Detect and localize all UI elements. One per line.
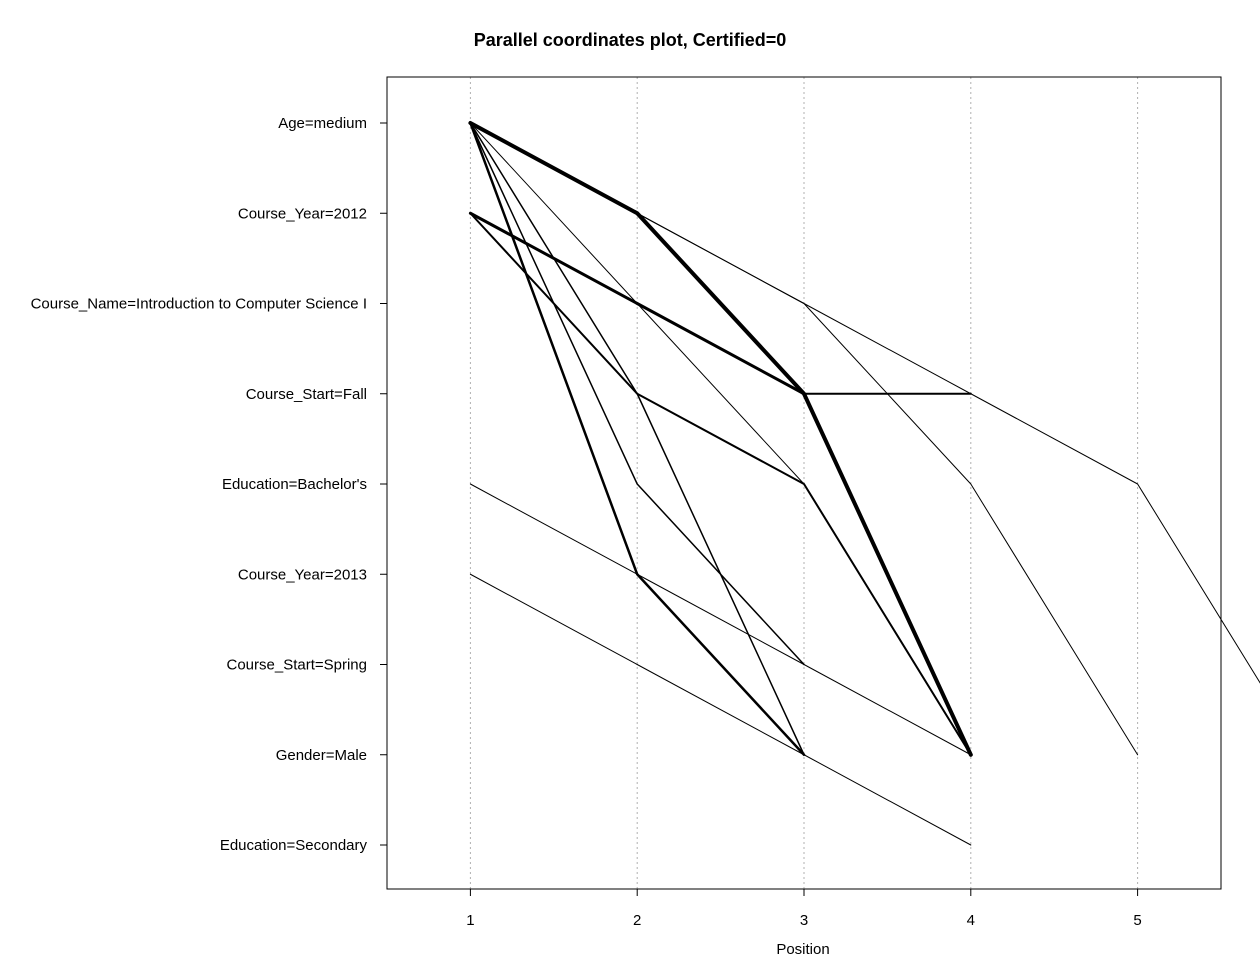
y-tick-label-3: Course_Name=Introduction to Computer Sci… <box>31 296 367 313</box>
rule-line-12 <box>469 573 972 846</box>
x-axis: 1 2 3 4 5 <box>466 889 1142 929</box>
x-tick-label-4: 4 <box>967 912 975 929</box>
y-tick-label-6: Course_Year=2013 <box>238 566 367 583</box>
y-axis: Age=medium Course_Year=2012 Course_Name=In… <box>31 115 387 854</box>
x-axis-label: Position <box>776 941 829 958</box>
x-tick-label-3: 3 <box>800 912 808 929</box>
rule-line-11 <box>469 483 972 756</box>
rule-line-4 <box>469 212 972 756</box>
chart-title: Parallel coordinates plot, Certified=0 <box>474 30 787 50</box>
y-tick-label-5: Education=Bachelor's <box>222 476 367 493</box>
rule-lines <box>468 121 1260 846</box>
y-tick-label-4: Course_Start=Fall <box>246 386 367 403</box>
x-tick-label-1: 1 <box>466 912 474 929</box>
y-tick-label-2: Course_Year=2012 <box>238 205 367 222</box>
rule-line-10 <box>469 122 1260 684</box>
y-tick-label-7: Course_Start=Spring <box>227 657 368 674</box>
x-tick-label-2: 2 <box>633 912 641 929</box>
x-tick-label-5: 5 <box>1133 912 1141 929</box>
y-tick-label-9: Education=Secondary <box>220 837 368 854</box>
y-tick-label-1: Age=medium <box>278 115 367 132</box>
y-tick-label-8: Gender=Male <box>276 747 367 764</box>
rule-line-8 <box>469 122 972 756</box>
rule-line-7 <box>469 122 805 666</box>
